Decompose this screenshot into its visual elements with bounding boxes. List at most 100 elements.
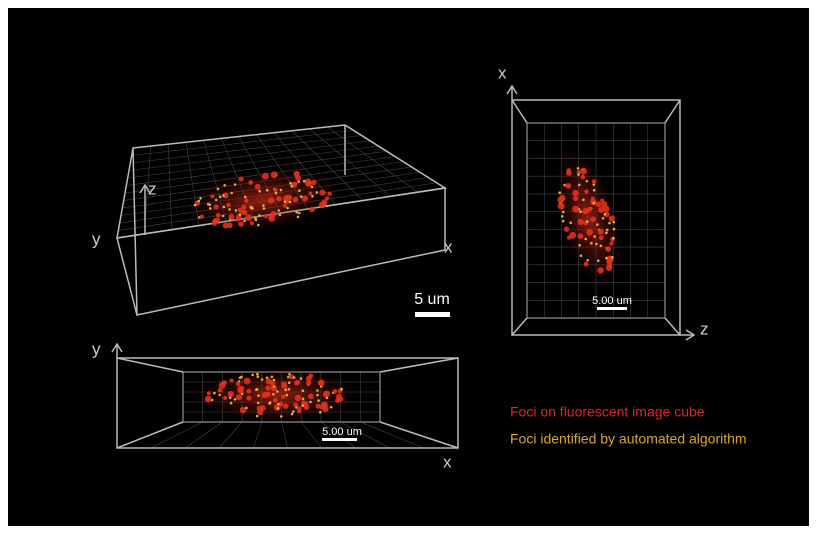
box-front bbox=[116, 357, 459, 449]
identified-focus bbox=[310, 185, 314, 189]
fluorescent-focus bbox=[261, 392, 268, 399]
identified-focus bbox=[223, 184, 226, 187]
identified-focus bbox=[299, 377, 303, 380]
box-front bbox=[116, 187, 446, 316]
fluorescent-focus bbox=[582, 208, 589, 215]
fluorescent-focus bbox=[269, 380, 276, 387]
identified-focus bbox=[290, 185, 294, 188]
identified-focus bbox=[277, 209, 281, 212]
identified-focus bbox=[292, 410, 295, 413]
fluorescent-focus bbox=[303, 404, 310, 410]
identified-focus bbox=[595, 242, 598, 246]
axis-label: x bbox=[444, 237, 453, 256]
scale-bar bbox=[415, 312, 450, 317]
identified-focus bbox=[286, 206, 289, 210]
fluorescent-focus bbox=[249, 221, 255, 226]
identified-focus bbox=[569, 221, 572, 224]
background bbox=[8, 8, 809, 526]
fluorescent-focus bbox=[580, 167, 587, 175]
identified-focus bbox=[238, 213, 242, 216]
axis-label: y bbox=[92, 339, 101, 358]
identified-focus bbox=[262, 204, 265, 207]
identified-focus bbox=[287, 381, 291, 385]
identified-focus bbox=[214, 198, 218, 202]
box-edge bbox=[379, 421, 459, 449]
identified-focus bbox=[578, 183, 581, 187]
identified-focus bbox=[585, 179, 589, 183]
fluorescent-focus bbox=[572, 189, 579, 197]
fluorescent-focus bbox=[590, 216, 596, 223]
axis-label: x bbox=[443, 452, 452, 471]
fluorescent-focus bbox=[557, 202, 565, 210]
fluorescent-focus bbox=[241, 209, 248, 216]
fluorescent-focus bbox=[606, 257, 613, 264]
identified-focus bbox=[289, 182, 292, 185]
identified-focus bbox=[611, 255, 614, 259]
fluorescent-focus bbox=[229, 378, 234, 383]
identified-focus bbox=[229, 401, 233, 405]
scale-bar-label: 5 um bbox=[414, 291, 450, 308]
identified-focus bbox=[219, 195, 222, 199]
identified-focus bbox=[255, 414, 259, 418]
identified-focus bbox=[228, 208, 231, 211]
fluorescent-focus bbox=[223, 395, 228, 401]
fluorescent-focus bbox=[268, 215, 276, 222]
identified-focus bbox=[605, 231, 608, 234]
identified-focus bbox=[288, 200, 292, 204]
grid-line bbox=[253, 421, 263, 449]
fluorescent-focus bbox=[315, 403, 321, 409]
identified-focus bbox=[287, 388, 291, 391]
identified-focus bbox=[197, 199, 201, 203]
arrow-head bbox=[139, 183, 151, 194]
grid-line bbox=[281, 421, 288, 449]
box-edge bbox=[511, 99, 528, 124]
identified-focus bbox=[311, 195, 314, 198]
side-view: y x 5.00 um bbox=[92, 339, 459, 471]
identified-focus bbox=[243, 219, 246, 223]
perspective-view: z y x 5 um bbox=[92, 124, 453, 317]
fluorescent-focus bbox=[239, 406, 247, 414]
grid-line bbox=[150, 421, 203, 449]
fluorescent-focus bbox=[254, 183, 261, 190]
fluorescent-focus bbox=[221, 380, 227, 386]
identified-focus bbox=[233, 398, 237, 401]
identified-focus bbox=[272, 393, 275, 396]
identified-focus bbox=[279, 188, 283, 192]
scale-bar bbox=[322, 438, 357, 441]
fluorescent-focus bbox=[305, 180, 312, 187]
identified-focus bbox=[579, 254, 583, 257]
grid-line bbox=[185, 421, 223, 449]
identified-focus bbox=[209, 207, 212, 210]
grid-line bbox=[340, 421, 390, 449]
identified-focus bbox=[563, 183, 566, 187]
identified-focus bbox=[251, 207, 254, 210]
box-edge bbox=[116, 421, 184, 449]
identified-focus bbox=[245, 406, 248, 410]
fluorescent-focus bbox=[265, 385, 271, 391]
box-edge bbox=[379, 357, 459, 373]
fluorescent-focus bbox=[243, 377, 251, 385]
identified-focus bbox=[300, 195, 303, 198]
legend-entry: Foci on fluorescent image cube bbox=[510, 404, 705, 420]
identified-focus bbox=[222, 205, 226, 209]
fluorescent-focus bbox=[608, 215, 616, 222]
fluorescent-focus bbox=[577, 233, 584, 240]
fluorescent-focus bbox=[319, 189, 326, 196]
fluorescent-focus bbox=[335, 398, 340, 403]
identified-focus bbox=[608, 221, 611, 225]
axis-label: z bbox=[148, 179, 157, 198]
fluorescent-focus bbox=[281, 383, 288, 390]
fluorescent-focus bbox=[294, 394, 302, 402]
fluorescent-focus bbox=[302, 195, 309, 202]
fluorescent-focus bbox=[583, 261, 589, 267]
axis-label: x bbox=[498, 63, 507, 82]
axis-label: y bbox=[92, 229, 101, 248]
identified-focus bbox=[295, 210, 299, 214]
identified-focus bbox=[579, 210, 582, 213]
identified-focus bbox=[233, 183, 237, 186]
identified-focus bbox=[193, 203, 197, 207]
identified-focus bbox=[251, 373, 254, 377]
fluorescent-focus bbox=[563, 226, 570, 232]
scale-bar-label: 5.00 um bbox=[322, 426, 362, 438]
